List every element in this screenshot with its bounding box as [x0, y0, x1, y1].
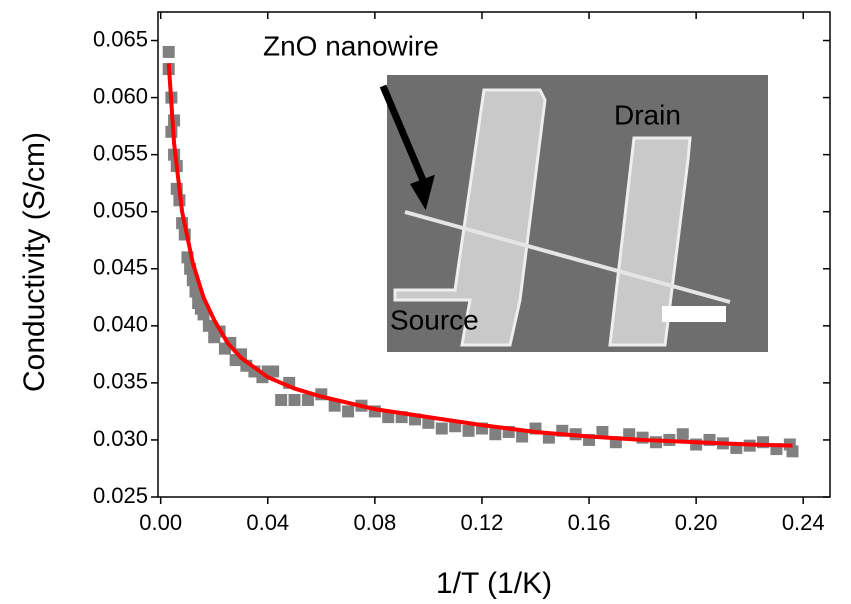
y-tick-label: 0.055	[93, 140, 148, 165]
annotation: Drain	[614, 99, 681, 130]
y-tick-label: 0.060	[93, 83, 148, 108]
y-tick-label: 0.050	[93, 198, 148, 223]
data-point	[342, 405, 354, 417]
x-axis-label: 1/T (1/K)	[436, 567, 552, 600]
annotation: ZnO nanowire	[263, 30, 439, 61]
data-point	[289, 394, 301, 406]
y-tick-label: 0.040	[93, 312, 148, 337]
chart: ZnO nanowire Drain Source 1/T (1/K) Cond…	[0, 0, 851, 604]
data-point	[436, 423, 448, 435]
annotation: Source	[390, 304, 479, 335]
x-tick-label: 0.08	[353, 510, 396, 535]
data-point	[463, 425, 475, 437]
x-tick-label: 0.20	[675, 510, 718, 535]
data-point	[489, 428, 501, 440]
x-tick-label: 0.16	[568, 510, 611, 535]
x-tick-label: 0.12	[461, 510, 504, 535]
data-point	[163, 46, 175, 58]
data-point	[677, 428, 689, 440]
x-tick-label: 0.00	[139, 510, 182, 535]
data-point	[275, 394, 287, 406]
y-tick-label: 0.045	[93, 255, 148, 280]
y-axis-label: Conductivity (S/cm)	[18, 132, 51, 392]
scale-bar	[662, 306, 726, 322]
y-tick-label: 0.025	[93, 483, 148, 508]
y-tick-label: 0.030	[93, 426, 148, 451]
y-tick-label: 0.035	[93, 369, 148, 394]
x-tick-label: 0.24	[782, 510, 825, 535]
x-tick-label: 0.04	[246, 510, 289, 535]
page: ZnO nanowire Drain Source 1/T (1/K) Cond…	[0, 0, 851, 604]
y-tick-label: 0.065	[93, 26, 148, 51]
